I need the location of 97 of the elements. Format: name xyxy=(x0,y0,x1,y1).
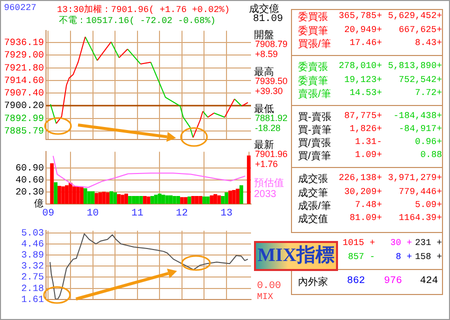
text: -84,917+ xyxy=(398,124,442,134)
y-tick-label: 7907.40 xyxy=(4,88,44,99)
x-tick-label: 09 xyxy=(42,208,54,220)
series-label: 預估值 xyxy=(254,177,284,190)
text: 成交億 xyxy=(249,2,279,15)
text: 87,775+ xyxy=(344,111,382,121)
text: 226,138+ xyxy=(338,173,382,183)
text: 1.31- xyxy=(354,137,382,147)
text: 委買筆 xyxy=(298,24,328,38)
y-tick-label: 7892.99 xyxy=(4,112,44,124)
text: 862 xyxy=(347,276,366,287)
text: 委買張 xyxy=(298,10,328,24)
text: 成交張 xyxy=(298,172,328,186)
y-tick-label: 7929.00 xyxy=(4,50,44,61)
text: 0.96+ xyxy=(414,137,442,147)
text: 買/賣筆 xyxy=(298,150,331,163)
text: 7939.50 xyxy=(255,76,288,86)
text: 231 + xyxy=(414,238,442,248)
text: 1,826+ xyxy=(350,124,382,134)
text: 667,625+ xyxy=(398,25,442,35)
text: 752,542+ xyxy=(398,75,442,85)
y-tick-label: 7921.80 xyxy=(4,62,44,74)
text: 5,813,890+ xyxy=(388,61,442,71)
text: 委賣張 xyxy=(298,60,328,74)
text: 30,209+ xyxy=(344,187,382,197)
text: 最低 xyxy=(254,103,274,115)
text: 960227 xyxy=(4,3,36,13)
x-tick-label: 11 xyxy=(131,208,144,220)
text: 17.46+ xyxy=(350,38,382,48)
x-tick-label: 12 xyxy=(176,208,188,220)
y-tick-label: 5.03 xyxy=(21,228,44,239)
text: 19,123+ xyxy=(344,75,382,85)
text: 成交筆 xyxy=(298,186,328,200)
text: 買-賣張 xyxy=(298,110,332,124)
y-tick-label: 3.89 xyxy=(21,250,44,261)
y-tick-label: 2.75 xyxy=(21,272,44,283)
text: 1015 + xyxy=(342,238,375,248)
text: 開盤 xyxy=(254,29,274,41)
text: 857 - xyxy=(348,252,375,262)
text: +39.30 xyxy=(255,86,283,96)
y-tick-label: 7936.19 xyxy=(4,37,44,48)
text: 7.48+ xyxy=(354,200,382,210)
y-tick-label: 4.46 xyxy=(21,238,44,250)
text: 7881.92 xyxy=(255,113,288,123)
text: 1164.39+ xyxy=(398,213,442,223)
text: +1.76 xyxy=(255,159,278,169)
y-tick-label: 7914.60 xyxy=(4,74,44,86)
text: 278,010+ xyxy=(338,61,382,71)
y-tick-label: 60.90 xyxy=(15,162,44,174)
y-tick-label: 億 xyxy=(34,198,44,210)
text: 81.09+ xyxy=(350,213,382,223)
x-tick-label: 10 xyxy=(86,208,99,220)
text: 0.88 xyxy=(420,150,442,160)
chart-subtitle: 不電：10517.16( -72.02 -0.68%) xyxy=(59,14,216,27)
text: 成張/筆 xyxy=(298,200,331,213)
text: 3,971,279+ xyxy=(388,173,442,183)
text: 8.43+ xyxy=(414,38,442,48)
text: 8 + xyxy=(396,252,412,262)
text: 最高 xyxy=(254,66,274,78)
y-tick-label: 40.60 xyxy=(15,174,44,186)
text: 365,785+ xyxy=(338,11,382,21)
text: 成交值 xyxy=(298,212,328,226)
chart-title: 13:30加權：7901.96( +1.76 +0.02%) xyxy=(57,4,230,16)
text: 買-賣筆 xyxy=(298,124,332,137)
text: 委賣筆 xyxy=(298,74,328,88)
text: 7908.79 xyxy=(255,39,288,49)
text: 1.09+ xyxy=(354,150,382,160)
y-tick-label: 1.61 xyxy=(21,294,44,305)
text: -184,438+ xyxy=(393,111,442,121)
text: 424 xyxy=(420,276,438,287)
y-tick-label: 20.30 xyxy=(15,186,44,198)
text: 158 + xyxy=(414,252,442,262)
y-tick-label: 7900.20 xyxy=(4,100,44,112)
text: 30 + xyxy=(390,238,412,248)
text: 5,629,452+ xyxy=(388,11,442,21)
text: 7.72+ xyxy=(414,88,442,98)
text: 81.09 xyxy=(253,14,284,25)
y-tick-label: 7885.79 xyxy=(4,125,44,136)
text: +8.59 xyxy=(255,49,278,59)
text: 5.09+ xyxy=(414,200,442,210)
text: 20,949+ xyxy=(344,25,382,35)
text: 976 xyxy=(384,276,402,287)
y-tick-label: 2.18 xyxy=(21,282,44,294)
text: 買/賣張 xyxy=(298,136,331,150)
text: 買張/筆 xyxy=(298,38,331,51)
text: 0.00 xyxy=(257,281,282,292)
y-tick-label: 3.32 xyxy=(21,260,44,272)
text: 779,446+ xyxy=(398,187,442,197)
text: 內外家 xyxy=(298,276,328,289)
text: MIX xyxy=(257,292,274,302)
text: -18.28 xyxy=(255,123,281,133)
x-tick-label: 13 xyxy=(220,208,232,220)
text: 2033 xyxy=(254,189,276,200)
text: 最新 xyxy=(254,138,274,151)
text: 賣張/筆 xyxy=(298,88,331,101)
text: 7901.96 xyxy=(255,149,288,159)
text: 14.53+ xyxy=(350,88,382,98)
